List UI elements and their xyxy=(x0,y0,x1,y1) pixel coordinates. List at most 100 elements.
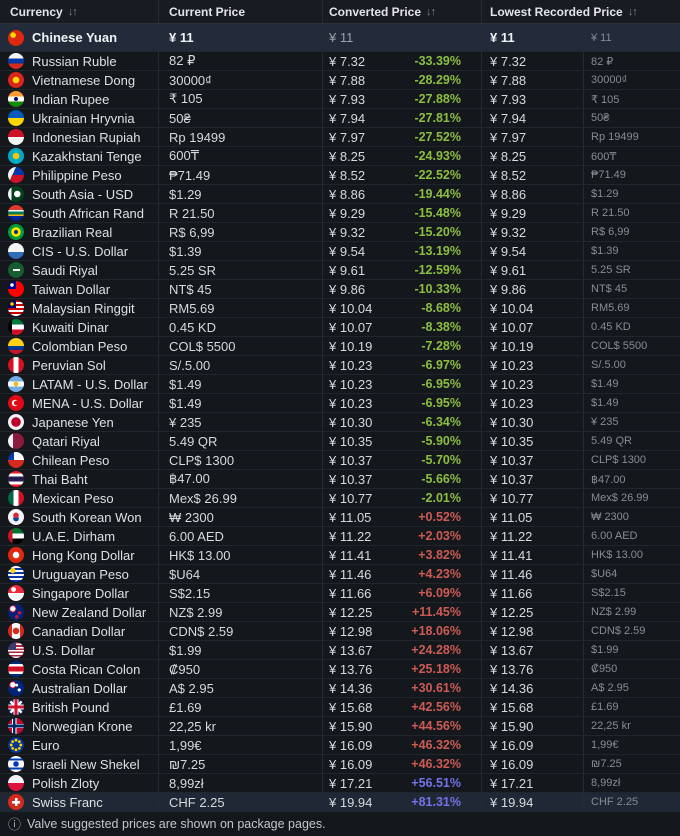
table-row: Chinese Yuan ¥ 11 ¥ 11 ¥ 11 ¥ 11 xyxy=(0,24,680,51)
lowest-recorded-price-original: 5.49 QR xyxy=(583,432,680,450)
price-change-percent: -2.01% xyxy=(421,491,461,505)
lowest-recorded-price: ¥ 11.22 xyxy=(481,527,583,545)
current-price: NT$ 45 xyxy=(158,280,322,298)
table-row: MENA - U.S. Dollar $1.49 ¥ 10.23 -6.95% … xyxy=(0,393,680,412)
current-price: 1,99€ xyxy=(158,736,322,754)
current-price: ¥ 235 xyxy=(158,413,322,431)
lowest-recorded-price: ¥ 12.98 xyxy=(481,622,583,640)
lowest-recorded-price-original: $1.99 xyxy=(583,641,680,659)
currency-name: Brazilian Real xyxy=(32,224,113,240)
currency-cell: Ukrainian Hryvnia xyxy=(0,109,158,127)
lowest-recorded-price: ¥ 10.35 xyxy=(481,432,583,450)
cis-flag-icon xyxy=(8,243,24,259)
lowest-recorded-price-original: RM5.69 xyxy=(583,299,680,317)
currency-cell: Costa Rican Colon xyxy=(0,660,158,678)
current-price: S$2.15 xyxy=(158,584,322,602)
table-header: Currency ↓↑ Current Price Converted Pric… xyxy=(0,0,680,24)
ae-flag-icon xyxy=(8,528,24,544)
table-row: Hong Kong Dollar HK$ 13.00 ¥ 11.41 +3.82… xyxy=(0,545,680,564)
price-change-percent: -5.90% xyxy=(421,434,461,448)
cr-flag-icon xyxy=(8,661,24,677)
currency-cell: Singapore Dollar xyxy=(0,584,158,602)
nz-flag-icon xyxy=(8,604,24,620)
au-flag-icon xyxy=(8,680,24,696)
lowest-recorded-price-original: 0.45 KD xyxy=(583,318,680,336)
current-price: Rp 19499 xyxy=(158,128,322,146)
current-price: 5.49 QR xyxy=(158,432,322,450)
lowest-recorded-price: ¥ 7.32 xyxy=(481,52,583,70)
price-change-percent: -27.81% xyxy=(414,111,461,125)
uy-flag-icon xyxy=(8,566,24,582)
currency-name: LATAM - U.S. Dollar xyxy=(32,376,148,392)
tr-flag-icon xyxy=(8,395,24,411)
lowest-recorded-price: ¥ 9.54 xyxy=(481,242,583,260)
converted-price: ¥ 7.32 xyxy=(322,52,410,70)
currency-cell: Peruvian Sol xyxy=(0,356,158,374)
currency-name: Indonesian Rupiah xyxy=(32,129,141,145)
converted-price: ¥ 13.76 xyxy=(322,660,410,678)
ru-flag-icon xyxy=(8,53,24,69)
lowest-recorded-price-original: NT$ 45 xyxy=(583,280,680,298)
br-flag-icon xyxy=(8,224,24,240)
currency-cell: Canadian Dollar xyxy=(0,622,158,640)
current-price: ₡950 xyxy=(158,660,322,678)
price-change-percent: +6.09% xyxy=(418,586,461,600)
currency-name: Chinese Yuan xyxy=(32,30,118,45)
table-row: Taiwan Dollar NT$ 45 ¥ 9.86 -10.33% ¥ 9.… xyxy=(0,279,680,298)
column-header-converted-price-label: Converted Price xyxy=(329,4,422,19)
currency-cell: Thai Baht xyxy=(0,470,158,488)
price-change-percent: +81.31% xyxy=(411,795,461,809)
currency-name: Israeli New Shekel xyxy=(32,756,140,772)
in-flag-icon xyxy=(8,91,24,107)
my-flag-icon xyxy=(8,300,24,316)
currency-cell: Mexican Peso xyxy=(0,489,158,507)
currency-name: Norwegian Krone xyxy=(32,718,133,734)
currency-name: Canadian Dollar xyxy=(32,623,126,639)
lowest-recorded-price: ¥ 8.86 xyxy=(481,185,583,203)
current-price: ₩ 2300 xyxy=(158,508,322,526)
lowest-recorded-price: ¥ 10.07 xyxy=(481,318,583,336)
currency-name: U.S. Dollar xyxy=(32,642,95,658)
currency-cell: Chilean Peso xyxy=(0,451,158,469)
table-row: Canadian Dollar CDN$ 2.59 ¥ 12.98 +18.06… xyxy=(0,621,680,640)
table-row: Costa Rican Colon ₡950 ¥ 13.76 +25.18% ¥… xyxy=(0,659,680,678)
column-header-currency[interactable]: Currency ↓↑ xyxy=(0,0,158,23)
sort-arrows-icon: ↓↑ xyxy=(67,5,78,18)
price-change-percent: +46.32% xyxy=(411,757,461,771)
lowest-recorded-price-original: Mex$ 26.99 xyxy=(583,489,680,507)
column-header-converted-price[interactable]: Converted Price ↓↑ xyxy=(322,0,481,23)
price-change-percent: -6.97% xyxy=(421,358,461,372)
lowest-recorded-price-original: 50₴ xyxy=(583,109,680,127)
table-row: CIS - U.S. Dollar $1.39 ¥ 9.54 -13.19% ¥… xyxy=(0,241,680,260)
lowest-recorded-price-original: NZ$ 2.99 xyxy=(583,603,680,621)
price-change-percent: +25.18% xyxy=(411,662,461,676)
price-change-percent: +56.51% xyxy=(411,776,461,790)
ar-flag-icon xyxy=(8,376,24,392)
price-change-percent: +30.61% xyxy=(411,681,461,695)
currency-name: Malaysian Ringgit xyxy=(32,300,135,316)
kz-flag-icon xyxy=(8,148,24,164)
converted-price: ¥ 10.04 xyxy=(322,299,410,317)
currency-cell: Chinese Yuan xyxy=(0,24,158,51)
converted-price: ¥ 10.23 xyxy=(322,375,410,393)
converted-price: ¥ 15.90 xyxy=(322,717,410,735)
lowest-recorded-price: ¥ 11.46 xyxy=(481,565,583,583)
currency-cell: South African Rand xyxy=(0,204,158,222)
price-change-percent: -27.88% xyxy=(414,92,461,106)
price-change-percent: +44.56% xyxy=(411,719,461,733)
current-price: NZ$ 2.99 xyxy=(158,603,322,621)
table-row: Philippine Peso ₱71.49 ¥ 8.52 -22.52% ¥ … xyxy=(0,165,680,184)
price-change-percent: -15.48% xyxy=(414,206,461,220)
lowest-recorded-price-original: Rp 19499 xyxy=(583,128,680,146)
currency-name: CIS - U.S. Dollar xyxy=(32,243,129,259)
lowest-recorded-price-original: 600₸ xyxy=(583,147,680,165)
lowest-recorded-price-original: ¥ 11 xyxy=(583,24,680,51)
currency-name: Vietnamese Dong xyxy=(32,72,136,88)
column-header-lowest-recorded-price[interactable]: Lowest Recorded Price ↓↑ xyxy=(481,0,680,23)
table-row: Mexican Peso Mex$ 26.99 ¥ 10.77 -2.01% ¥… xyxy=(0,488,680,507)
lowest-recorded-price: ¥ 15.68 xyxy=(481,698,583,716)
price-change-percent: +4.23% xyxy=(418,567,461,581)
currency-name: Indian Rupee xyxy=(32,91,110,107)
current-price: 50₴ xyxy=(158,109,322,127)
lowest-recorded-price-original: HK$ 13.00 xyxy=(583,546,680,564)
